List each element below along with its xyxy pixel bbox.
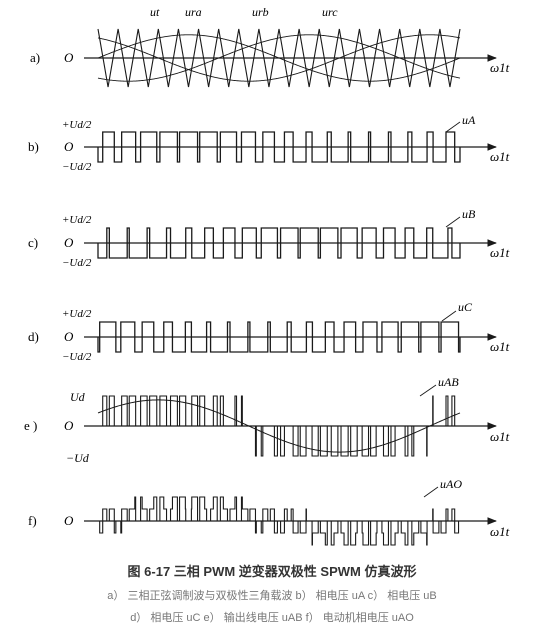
origin-label: O <box>64 418 74 433</box>
modulation-wave-ura <box>97 34 461 82</box>
panel-label: c) <box>28 235 38 250</box>
curve-label-urc: urc <box>322 5 338 19</box>
panel-label: e ) <box>24 418 37 433</box>
y-bottom-label: −Ud/2 <box>62 257 92 269</box>
y-top-label: +Ud/2 <box>62 308 92 320</box>
origin-label: O <box>64 329 74 344</box>
wave-label: uAB <box>438 375 459 389</box>
panel-a: a) O ω1t ut ura urb urc <box>30 5 510 88</box>
triangle-carrier-wave <box>97 28 461 88</box>
origin-label: O <box>64 50 74 65</box>
panel-e: e ) Ud O −Ud ω1t uAB <box>24 375 510 465</box>
y-bottom-label: −Ud <box>66 451 90 465</box>
panel-label: d) <box>28 329 39 344</box>
phase-voltage-uC-waveform <box>97 321 461 353</box>
panel-b: b) +Ud/2 O −Ud/2 ω1t uA <box>28 113 510 173</box>
line-voltage-uAB-waveform <box>98 395 460 457</box>
carrier-and-modulation-waves <box>97 28 461 88</box>
y-bottom-label: −Ud/2 <box>62 161 92 173</box>
phase-voltage-uB-waveform <box>97 227 461 259</box>
wave-label: uB <box>462 207 476 221</box>
leader-line <box>445 121 461 133</box>
curve-label-ura: ura <box>185 5 202 19</box>
curve-label-ut: ut <box>150 5 160 19</box>
modulation-wave-urb <box>97 34 461 82</box>
panel-label: a) <box>30 50 40 65</box>
y-bottom-label: −Ud/2 <box>62 351 92 363</box>
panel-f: f) O ω1t uAO <box>28 477 510 546</box>
origin-label: O <box>64 513 74 528</box>
caption-line-2: d） 相电压 uC e） 输出线电压 uAB f） 电动机相电压 uAO <box>130 610 414 624</box>
y-top-label: Ud <box>70 390 86 404</box>
figure-caption: 图 6-17 三相 PWM 逆变器双极性 SPWM 仿真波形 a） 三相正弦调制… <box>107 564 436 624</box>
fundamental-sine-curve <box>97 399 461 453</box>
motor-phase-voltage-uAO-waveform <box>98 496 460 546</box>
origin-label: O <box>64 235 74 250</box>
modulation-wave-urc <box>97 34 461 82</box>
phase-voltage-uA-waveform <box>97 131 461 163</box>
leader-line <box>419 384 437 397</box>
wave-label: uC <box>458 300 473 314</box>
axis-label: ω1t <box>490 429 510 444</box>
caption-line-1: a） 三相正弦调制波与双极性三角载波 b） 相电压 uA c） 相电压 uB <box>107 588 436 602</box>
curve-label-urb: urb <box>252 5 269 19</box>
y-top-label: +Ud/2 <box>62 119 92 131</box>
caption-title: 图 6-17 三相 PWM 逆变器双极性 SPWM 仿真波形 <box>128 564 417 579</box>
axis-label: ω1t <box>490 245 510 260</box>
origin-label: O <box>64 139 74 154</box>
panel-label: b) <box>28 139 39 154</box>
wave-label: uAO <box>440 477 462 491</box>
wave-label: uA <box>462 113 476 127</box>
axis-label: ω1t <box>490 149 510 164</box>
y-top-label: +Ud/2 <box>62 214 92 226</box>
leader-line <box>441 310 457 322</box>
panel-label: f) <box>28 513 37 528</box>
axis-label: ω1t <box>490 524 510 539</box>
axis-label: ω1t <box>490 60 510 75</box>
leader-line <box>445 216 461 228</box>
panel-d: d) +Ud/2 O −Ud/2 ω1t uC <box>28 300 510 363</box>
axis-label: ω1t <box>490 339 510 354</box>
leader-line <box>423 486 439 498</box>
panel-c: c) +Ud/2 O −Ud/2 ω1t uB <box>28 207 510 269</box>
